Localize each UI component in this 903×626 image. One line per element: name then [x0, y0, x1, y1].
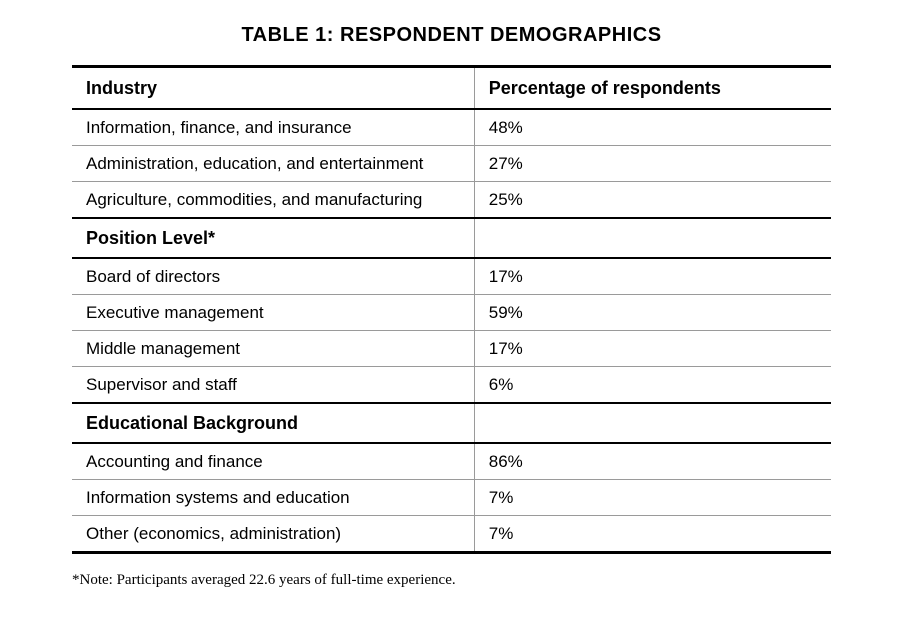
table-row: Information systems and education 7%	[72, 480, 831, 516]
row-value: 86%	[474, 443, 831, 480]
section-header-educational-background: Educational Background	[72, 403, 831, 443]
row-value: 48%	[474, 109, 831, 146]
table-row: Middle management 17%	[72, 331, 831, 367]
row-label: Board of directors	[72, 258, 474, 295]
table-row: Administration, education, and entertain…	[72, 146, 831, 182]
row-value: 6%	[474, 367, 831, 404]
row-label: Administration, education, and entertain…	[72, 146, 474, 182]
row-value: 17%	[474, 258, 831, 295]
table-row: Supervisor and staff 6%	[72, 367, 831, 404]
table-row: Executive management 59%	[72, 295, 831, 331]
table-body: Industry Percentage of respondents Infor…	[72, 67, 831, 553]
table-row: Agriculture, commodities, and manufactur…	[72, 182, 831, 219]
row-label: Information systems and education	[72, 480, 474, 516]
row-label: Accounting and finance	[72, 443, 474, 480]
section-header-spacer	[474, 218, 831, 258]
row-label: Other (economics, administration)	[72, 516, 474, 553]
table-row: Other (economics, administration) 7%	[72, 516, 831, 553]
row-value: 59%	[474, 295, 831, 331]
row-value: 27%	[474, 146, 831, 182]
footnote: *Note: Participants averaged 22.6 years …	[72, 572, 831, 589]
column-header-row: Industry Percentage of respondents	[72, 67, 831, 110]
page: TABLE 1: RESPONDENT DEMOGRAPHICS Industr…	[0, 0, 903, 589]
row-label: Information, finance, and insurance	[72, 109, 474, 146]
column-header-percentage: Percentage of respondents	[474, 67, 831, 110]
table-row: Board of directors 17%	[72, 258, 831, 295]
section-header-spacer	[474, 403, 831, 443]
demographics-table: Industry Percentage of respondents Infor…	[72, 65, 831, 554]
row-label: Executive management	[72, 295, 474, 331]
section-header-position-level: Position Level*	[72, 218, 831, 258]
row-value: 17%	[474, 331, 831, 367]
table-row: Accounting and finance 86%	[72, 443, 831, 480]
row-value: 7%	[474, 516, 831, 553]
row-value: 7%	[474, 480, 831, 516]
row-label: Agriculture, commodities, and manufactur…	[72, 182, 474, 219]
table-row: Information, finance, and insurance 48%	[72, 109, 831, 146]
section-header-label: Educational Background	[72, 403, 474, 443]
column-header-industry: Industry	[72, 67, 474, 110]
table-title: TABLE 1: RESPONDENT DEMOGRAPHICS	[72, 24, 831, 47]
section-header-label: Position Level*	[72, 218, 474, 258]
row-label: Middle management	[72, 331, 474, 367]
row-value: 25%	[474, 182, 831, 219]
row-label: Supervisor and staff	[72, 367, 474, 404]
